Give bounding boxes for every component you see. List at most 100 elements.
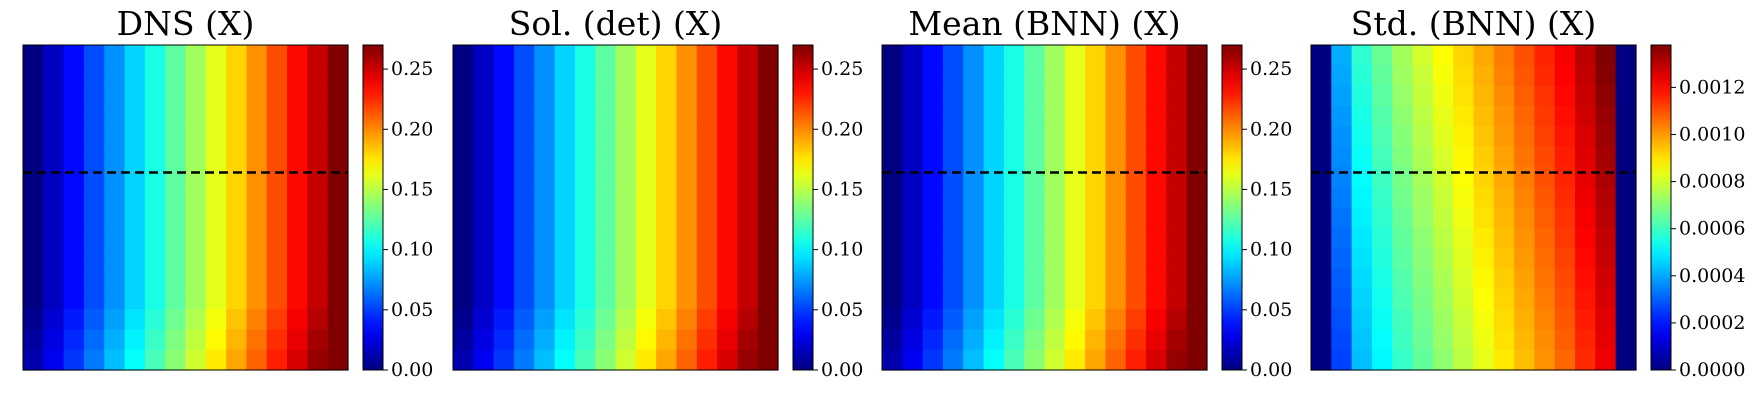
heatmap-cell [656,349,678,371]
heatmap-cell [1514,329,1536,351]
heatmap-cell [1453,105,1475,127]
heatmap-cell [1575,288,1596,310]
heatmap-cell [922,45,944,66]
heatmap-cell [1595,288,1617,310]
heatmap-cell [1003,126,1025,148]
heatmap-cell [635,65,657,87]
heatmap-cell [963,227,985,249]
heatmap-cell [554,65,576,87]
heatmap-cell [1534,309,1556,330]
heatmap-cell [205,187,227,209]
colorbar [362,44,384,371]
heatmap-cell [1493,207,1515,229]
heatmap-cell [1412,45,1434,66]
heatmap-cell [1595,349,1617,371]
heatmap-cell [1105,105,1127,127]
heatmap-cell [124,187,146,209]
heatmap-cell [635,45,657,66]
heatmap-cell [1331,146,1353,168]
heatmap-cell [23,85,44,107]
heatmap-cell [1615,65,1637,87]
heatmap-cell [1514,227,1536,249]
colorbar [1650,44,1672,371]
heatmap-cell [1615,166,1637,188]
heatmap-cell [1166,248,1188,270]
heatmap-cell [534,45,556,66]
heatmap-cell [1514,268,1536,290]
heatmap-cell [104,45,126,66]
heatmap-cell [246,329,268,351]
heatmap-cell [1392,85,1414,107]
heatmap-cell [882,187,903,209]
heatmap-cell [676,126,698,148]
heatmap-cell [185,126,207,148]
heatmap-cell [1044,85,1066,107]
heatmap-cell [43,288,65,310]
heatmap-cell [307,45,329,66]
heatmap-cell [676,207,698,229]
colorbar-tick-label: 0.25 [391,58,433,80]
heatmap-cell [922,146,944,168]
heatmap-cell [1125,248,1147,270]
heatmap-cell [1351,248,1373,270]
heatmap-cell [615,207,637,229]
heatmap-cell [902,126,924,148]
heatmap-cell [1105,126,1127,148]
heatmap-cell [922,166,944,188]
heatmap-cell [43,65,65,87]
heatmap-cell [1392,146,1414,168]
heatmap-cell [1331,268,1353,290]
heatmap-cell [1554,166,1576,188]
heatmap-cell [453,146,474,168]
heatmap-cell [1125,329,1147,351]
heatmap-cell [1125,126,1147,148]
heatmap-cell [453,349,474,371]
heatmap-cell [534,349,556,371]
heatmap-cell [942,85,964,107]
heatmap-cell [942,349,964,371]
heatmap-cell [83,349,105,371]
heatmap-cell [1432,146,1454,168]
heatmap-cell [983,166,1005,188]
heatmap-cell [696,166,718,188]
heatmap-cell [1044,146,1066,168]
heatmap-cell [43,248,65,270]
heatmap-cell [1615,105,1637,127]
heatmap-cell [226,126,248,148]
heatmap-cell [144,146,166,168]
heatmap-cell [1044,126,1066,148]
heatmap-panel-1: DNS (X) 0.00 0.05 0.10 0.15 0.20 0.25 [22,4,433,381]
heatmap-cell [1311,268,1332,290]
heatmap-cell [1473,207,1495,229]
heatmap-cell [902,207,924,229]
heatmap-cell [1331,187,1353,209]
heatmap-cell [717,105,738,127]
heatmap-cell [1044,329,1066,351]
heatmap-cell [882,65,903,87]
heatmap-cell [83,187,105,209]
heatmap-cell [942,207,964,229]
heatmap-cell [534,309,556,330]
heatmap-cell [615,329,637,351]
heatmap-cell [1331,288,1353,310]
heatmap-cell [1311,329,1332,351]
heatmap-cell [1554,45,1576,66]
colorbar-tick-label: 0.00 [391,359,433,381]
heatmap-cell [635,329,657,351]
heatmap-cell [165,309,187,330]
heatmap-cell [696,105,718,127]
heatmap-cell [327,227,349,249]
heatmap-cell [63,65,85,87]
heatmap-cell [1125,146,1147,168]
heatmap-cell [717,309,738,330]
heatmap-cell [1514,248,1536,270]
heatmap-cell [1392,65,1414,87]
heatmap-cell [902,349,924,371]
heatmap-cell [737,105,759,127]
heatmap-cell [226,288,248,310]
heatmap-cell [1371,207,1393,229]
heatmap-cell [473,126,495,148]
heatmap-cell [453,248,474,270]
heatmap-cell [307,248,329,270]
heatmap-cell [1453,309,1475,330]
